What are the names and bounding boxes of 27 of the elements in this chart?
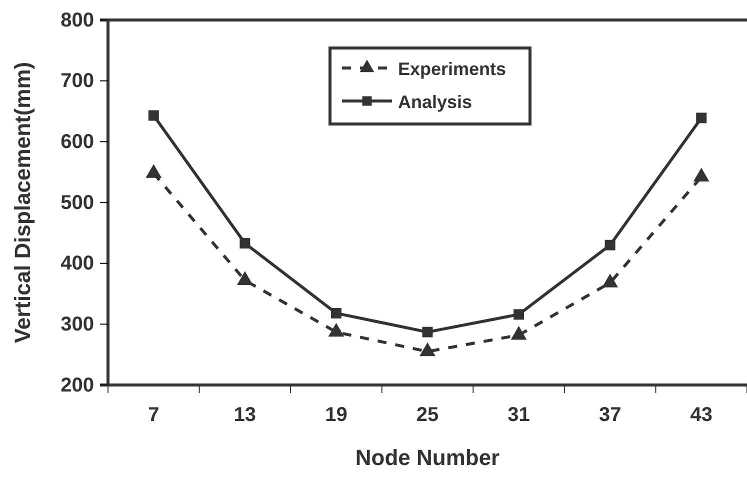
point bbox=[236, 271, 253, 285]
y-tick-label: 800 bbox=[60, 9, 94, 32]
y-tick-label: 500 bbox=[60, 192, 94, 214]
point bbox=[510, 326, 527, 340]
point bbox=[240, 238, 250, 248]
x-tick-label: 25 bbox=[416, 404, 439, 426]
y-tick-label: 200 bbox=[60, 374, 94, 396]
legend-label: Analysis bbox=[398, 92, 472, 112]
x-tick-label: 19 bbox=[325, 404, 348, 426]
y-tick-label: 700 bbox=[60, 70, 94, 92]
y-tick-label: 600 bbox=[60, 131, 94, 154]
x-tick-label: 43 bbox=[690, 404, 712, 426]
x-tick-label: 13 bbox=[234, 404, 256, 426]
point bbox=[696, 112, 707, 124]
x-tick-label: 37 bbox=[598, 404, 622, 426]
point bbox=[148, 110, 159, 121]
y-axis-title: Vertical Displacement(mm) bbox=[10, 62, 35, 344]
x-tick-label: 31 bbox=[508, 404, 530, 426]
y-tick-label: 400 bbox=[60, 252, 94, 275]
y-tick-label: 300 bbox=[60, 314, 94, 336]
point bbox=[604, 240, 616, 250]
point bbox=[420, 342, 436, 356]
x-axis-title: Node Number bbox=[355, 445, 500, 470]
legend-label: Experiments bbox=[398, 59, 506, 79]
x-tick-label: 7 bbox=[148, 404, 160, 426]
point bbox=[602, 274, 618, 288]
point bbox=[328, 322, 344, 337]
